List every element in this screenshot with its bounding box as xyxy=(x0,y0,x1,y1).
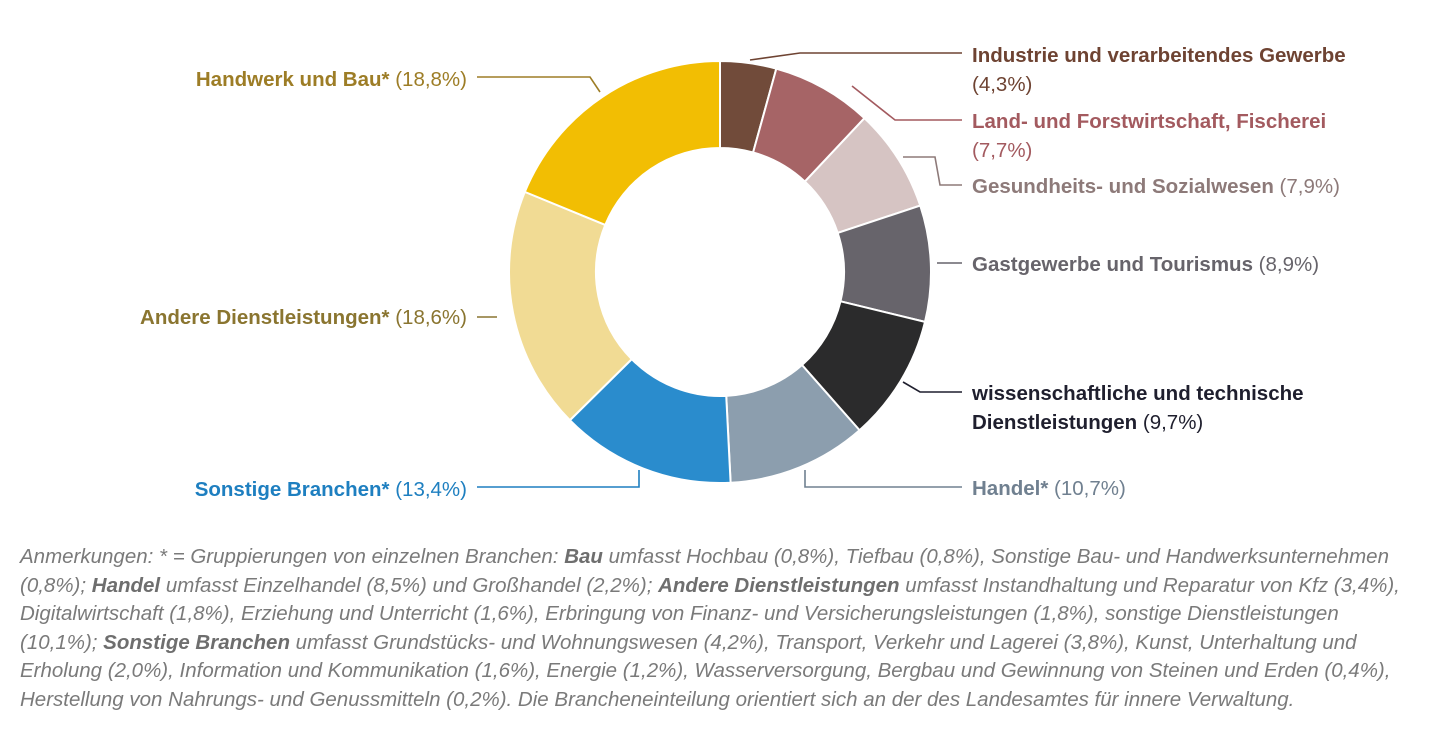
slice-label-name: Handwerk und Bau* xyxy=(196,68,390,91)
leader-line xyxy=(477,470,640,488)
slice-label: Gastgewerbe und Tourismus (8,9%) xyxy=(972,253,1319,276)
notes-bold-andere-dienstleistungen: Andere Dienstleistungen xyxy=(658,573,900,597)
chart-notes: Anmerkungen: * = Gruppierungen von einze… xyxy=(20,543,1420,714)
slice-label-name: Dienstleistungen xyxy=(972,411,1137,434)
leader-line xyxy=(851,85,962,121)
slice-label-value: (18,6%) xyxy=(390,306,467,329)
slice-label-value: (9,7%) xyxy=(1137,411,1203,434)
slice-label-value: (7,9%) xyxy=(1274,175,1340,198)
slice-label-value: (10,7%) xyxy=(1048,477,1125,500)
donut-slices xyxy=(508,59,932,484)
donut-chart: Industrie und verarbeitendes Gewerbe (4,3… xyxy=(140,44,1346,501)
slice-label: Gesundheits- und Sozialwesen (7,9%) xyxy=(972,175,1340,198)
slice-label-pct: (7,7%) xyxy=(972,139,1032,162)
slice-label-value: (8,9%) xyxy=(1253,253,1319,276)
donut-slice xyxy=(508,190,634,422)
leader-line xyxy=(477,76,601,93)
slice-label: Handel* (10,7%) xyxy=(972,477,1126,500)
notes-bold-handel: Handel xyxy=(91,573,161,597)
slice-label-value: (13,4%) xyxy=(390,478,467,501)
slice-label-value: (4,3%) xyxy=(972,73,1032,96)
notes-text-4: umfasst Instandhaltung und Reparatur von… xyxy=(20,573,1400,654)
notes-text-1: Anmerkungen: * = Gruppierungen von einze… xyxy=(20,545,565,568)
leader-lines xyxy=(477,52,962,488)
slice-label-value: (7,7%) xyxy=(972,139,1032,162)
leader-line xyxy=(749,52,962,61)
slice-label-pct: (4,3%) xyxy=(972,73,1032,96)
slice-label-name: wissenschaftliche und technische xyxy=(971,382,1304,405)
slice-label: Land- und Forstwirtschaft, Fischerei xyxy=(972,110,1326,133)
slice-label-name: Sonstige Branchen* xyxy=(195,478,390,501)
notes-bold-bau: Bau xyxy=(564,545,603,568)
slice-label: Industrie und verarbeitendes Gewerbe xyxy=(972,44,1346,67)
slice-label-value: (18,8%) xyxy=(390,68,467,91)
slice-label: wissenschaftliche und technische xyxy=(971,382,1304,405)
slice-label: Handwerk und Bau* (18,8%) xyxy=(196,68,467,91)
slice-label: Andere Dienstleistungen* (18,6%) xyxy=(140,306,467,329)
slice-label-name: Andere Dienstleistungen* xyxy=(140,306,389,329)
slice-label-name: Handel* xyxy=(972,477,1048,500)
leader-line xyxy=(804,470,962,488)
slice-label-name: Industrie und verarbeitendes Gewerbe xyxy=(972,44,1346,67)
slice-label-name: Land- und Forstwirtschaft, Fischerei xyxy=(972,110,1326,133)
notes-text-2: umfasst Hochbau (0,8%), Tiefbau (0,8%), … xyxy=(20,545,1389,597)
leader-line xyxy=(902,381,962,393)
notes-text-3: umfasst Einzelhandel (8,5%) und Großhand… xyxy=(160,573,659,597)
slice-label: Sonstige Branchen* (13,4%) xyxy=(195,478,467,501)
donut-slice xyxy=(523,59,721,227)
slice-label-name: Gesundheits- und Sozialwesen xyxy=(972,175,1274,198)
slice-labels: Industrie und verarbeitendes Gewerbe (4,3… xyxy=(140,44,1346,501)
slice-label-line2: Dienstleistungen (9,7%) xyxy=(972,411,1203,434)
notes-text-5: umfasst Grundstücks- und Wohnungswesen (… xyxy=(20,630,1391,711)
leader-line xyxy=(903,156,962,186)
slice-label-name: Gastgewerbe und Tourismus xyxy=(972,253,1253,276)
notes-bold-sonstige-branchen: Sonstige Branchen xyxy=(103,630,290,654)
